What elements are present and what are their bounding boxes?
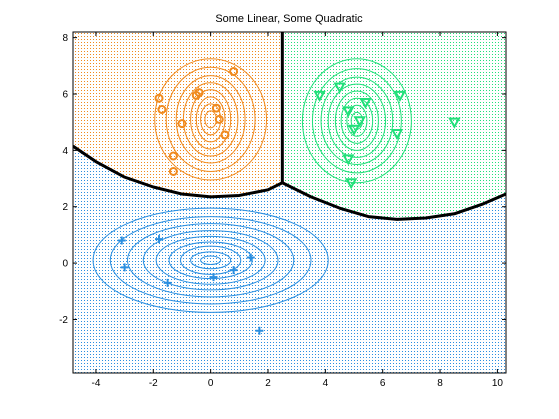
data-point-orange (154, 93, 164, 103)
contour-ring (168, 241, 253, 280)
data-point-green (359, 97, 372, 109)
data-point-green (393, 90, 407, 102)
decision-regions (73, 32, 506, 373)
data-point-orange (157, 105, 167, 114)
series-orange (154, 66, 239, 176)
y-tick-label: 0 (62, 259, 68, 270)
contour-ring (155, 235, 266, 285)
y-tick-label: 2 (62, 202, 68, 213)
data-point-green (390, 128, 404, 140)
plot-area (73, 32, 506, 373)
data-point-green (344, 178, 358, 190)
contour-ring (334, 90, 379, 151)
axis-ticks: -4 -2 0 2 4 6 8 10 -2 0 2 4 6 8 (59, 32, 506, 389)
data-point-green (333, 82, 346, 94)
data-point-green (313, 90, 326, 102)
boundary-orange-blue (73, 144, 283, 199)
plot-frame (72, 31, 507, 374)
data-point-blue (163, 278, 172, 287)
boundary-green-blue (281, 181, 506, 221)
contour-ring (154, 58, 268, 181)
x-tick-label: 4 (323, 378, 329, 389)
decision-boundaries (73, 32, 506, 221)
contour-ring (109, 216, 312, 305)
y-tick-label: -2 (59, 315, 68, 326)
data-point-blue (120, 263, 129, 272)
data-point-green (342, 154, 355, 166)
y-tick-label: 6 (62, 90, 68, 101)
data-point-blue (255, 326, 264, 335)
region-green (282, 32, 506, 220)
data-point-orange (214, 114, 224, 124)
data-point-blue (229, 266, 238, 275)
data-point-blue (117, 236, 126, 245)
contour-ring (200, 255, 222, 266)
contour-ring (327, 83, 387, 158)
contour-ring (190, 251, 232, 270)
data-point-orange (194, 88, 204, 98)
y-tick-label: 8 (62, 33, 68, 44)
data-point-orange (229, 66, 239, 76)
x-tick-label: 6 (380, 378, 386, 389)
contour-ring (190, 89, 232, 150)
data-point-orange (177, 119, 187, 129)
contour-ring (175, 75, 246, 164)
data-point-blue (209, 273, 218, 282)
data-point-orange (211, 103, 221, 113)
contour-ring (200, 103, 222, 136)
x-tick-label: 10 (492, 378, 504, 389)
data-point-orange (168, 167, 178, 176)
contour-set-green (301, 58, 412, 184)
data-point-orange (168, 151, 178, 161)
data-point-green (342, 106, 355, 118)
series-blue (117, 235, 264, 335)
contour-set-blue (92, 207, 329, 313)
x-tick-label: 0 (208, 378, 214, 389)
contour-ring (346, 104, 368, 137)
data-point-orange (220, 130, 230, 140)
series-green (313, 82, 461, 190)
data-point-blue (155, 235, 164, 244)
chart-title: Some Linear, Some Quadratic (215, 13, 363, 25)
contour-ring (195, 96, 226, 143)
x-tick-label: -2 (149, 378, 158, 389)
contour-ring (126, 223, 295, 298)
x-tick-label: -4 (91, 378, 100, 389)
contour-ring (165, 66, 256, 173)
y-tick-label: 4 (62, 146, 68, 157)
x-tick-label: 8 (437, 378, 443, 389)
data-points (117, 66, 461, 335)
contour-ring (92, 207, 329, 313)
contour-ring (301, 58, 412, 184)
data-point-green (448, 117, 461, 129)
data-point-green (353, 116, 366, 128)
contour-ring (180, 245, 242, 275)
data-point-green (347, 124, 361, 136)
contour-ring (142, 230, 279, 291)
density-contours (92, 58, 412, 313)
contour-ring (320, 76, 394, 165)
data-point-blue (246, 253, 255, 262)
contour-ring (311, 68, 402, 174)
contour-ring (340, 97, 374, 144)
x-tick-label: 2 (265, 378, 271, 389)
